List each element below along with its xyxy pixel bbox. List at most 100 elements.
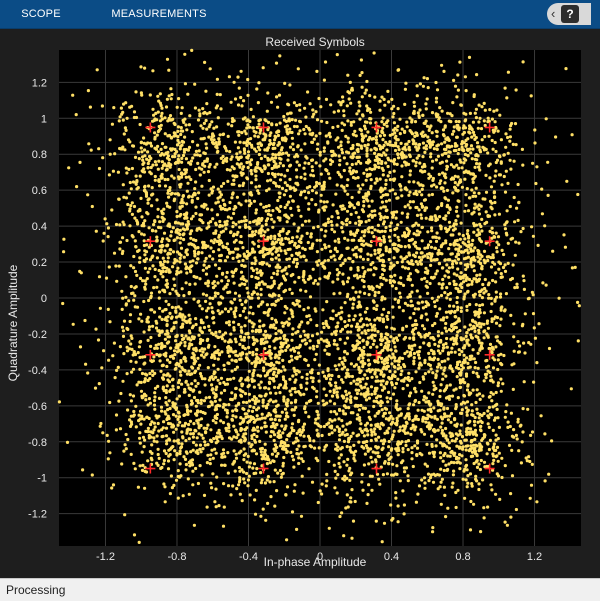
received-point [312,347,315,350]
help-icon[interactable]: ? [561,5,579,23]
received-point [435,97,438,100]
received-point [411,284,414,287]
received-point [251,374,254,377]
received-point [245,199,248,202]
received-point [321,371,324,374]
received-point [137,151,140,154]
received-point [378,250,381,253]
received-point [415,132,418,135]
received-point [280,297,283,300]
received-point [509,159,512,162]
received-point [409,316,412,319]
received-point [440,204,443,207]
received-point [302,273,305,276]
received-point [442,190,445,193]
received-point [275,95,278,98]
received-point [359,313,362,316]
received-point [431,111,434,114]
received-point [278,196,281,199]
received-point [176,143,179,146]
received-point [182,233,185,236]
received-point [187,336,190,339]
received-point [211,189,214,192]
received-point [248,126,251,129]
received-point [488,120,491,123]
received-point [148,197,151,200]
received-point [102,239,105,242]
received-point [349,230,352,233]
received-point [299,215,302,218]
received-point [212,333,215,336]
received-point [174,306,177,309]
received-point [459,103,462,106]
received-point [406,260,409,263]
received-point [274,156,277,159]
received-point [98,382,101,385]
received-point [277,294,280,297]
received-point [400,221,403,224]
received-point [72,323,75,326]
received-point [434,214,437,217]
received-point [246,94,249,97]
received-point [127,299,130,302]
received-point [357,184,360,187]
received-point [373,96,376,99]
received-point [221,296,224,299]
received-point [161,142,164,145]
received-point [240,131,243,134]
received-point [304,196,307,199]
received-point [570,387,573,390]
collapse-toolstrip-button[interactable]: ‹ ? [547,3,591,25]
received-point [157,160,160,163]
received-point [207,284,210,287]
received-point [329,250,332,253]
received-point [78,161,81,164]
received-point [387,165,390,168]
received-point [165,324,168,327]
received-point [444,126,447,129]
received-point [395,210,398,213]
received-point [131,167,134,170]
received-point [496,159,499,162]
received-point [214,331,217,334]
received-point [198,112,201,115]
received-point [441,286,444,289]
received-point [353,234,356,237]
received-point [198,213,201,216]
received-point [310,141,313,144]
received-point [357,216,360,219]
received-point [489,343,492,346]
received-point [344,325,347,328]
received-point [301,247,304,250]
received-point [207,136,210,139]
received-point [464,292,467,295]
received-point [438,341,441,344]
received-point [291,137,294,140]
tab-measurements[interactable]: MEASUREMENTS [111,0,207,28]
received-point [457,167,460,170]
received-point [323,209,326,212]
received-point [246,177,249,180]
received-point [343,320,346,323]
received-point [328,382,331,385]
received-point [323,267,326,270]
received-point [452,280,455,283]
received-point [451,252,454,255]
received-point [384,161,387,164]
received-point [154,175,157,178]
received-point [348,166,351,169]
received-point [466,232,469,235]
received-point [217,309,220,312]
received-point [180,157,183,160]
received-point [129,181,132,184]
tab-scope[interactable]: SCOPE [16,0,66,28]
received-point [121,326,124,329]
received-point [139,197,142,200]
received-point [272,272,275,275]
received-point [496,250,499,253]
received-point [278,141,281,144]
received-point [252,220,255,223]
received-point [135,183,138,186]
received-point [312,113,315,116]
received-point [510,238,513,241]
